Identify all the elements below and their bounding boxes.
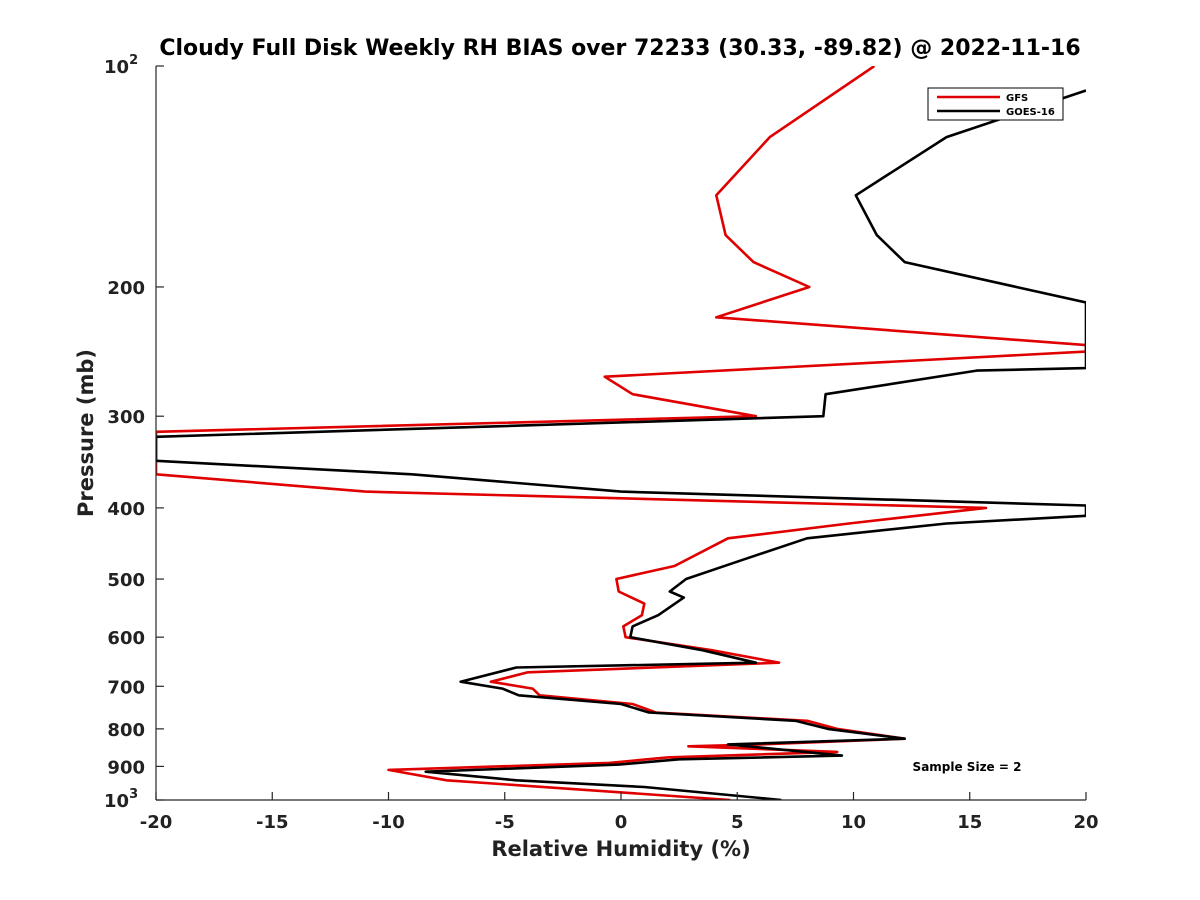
plot-area: -20 -15 -10 -5 0 5 10 15 20 102 200 300 400 500 600 700…: [104, 53, 1099, 833]
x-tick-label: 5: [731, 812, 744, 833]
y-tick-label: 400: [107, 499, 145, 520]
legend-label-gfs: GFS: [1006, 93, 1028, 104]
y-tick-label: 700: [107, 677, 145, 698]
y-tick-label: 103: [104, 787, 138, 812]
y-tick-label: 200: [107, 278, 145, 299]
y-tick-label: 300: [107, 407, 145, 428]
x-tick-label: 15: [957, 812, 982, 833]
y-tick-label: 500: [107, 570, 145, 591]
series-layer: [156, 66, 1086, 800]
x-tick-label: -20: [140, 812, 173, 833]
x-tick-label: -15: [256, 812, 289, 833]
x-tick-label: 0: [615, 812, 628, 833]
sample-size-annotation: Sample Size = 2: [913, 760, 1022, 774]
y-tick-label: 102: [104, 53, 138, 78]
chart-title: Cloudy Full Disk Weekly RH BIAS over 722…: [159, 36, 1080, 61]
y-tick-label: 900: [107, 757, 145, 778]
legend-box: [927, 87, 1064, 121]
legend-label-goes16: GOES-16: [1006, 107, 1055, 118]
x-tick-label: -10: [372, 812, 405, 833]
y-tick-label: 800: [107, 720, 145, 741]
legend: GFS GOES-16: [927, 87, 1064, 121]
y-axis-label: Pressure (mb): [74, 349, 98, 517]
x-tick-label: -5: [495, 812, 515, 833]
x-tick-label: 10: [841, 812, 866, 833]
y-tick-label: 600: [107, 628, 145, 649]
series-line-goes16: [156, 89, 1086, 800]
x-axis-label: Relative Humidity (%): [491, 837, 750, 861]
x-tick-label: 20: [1073, 812, 1098, 833]
